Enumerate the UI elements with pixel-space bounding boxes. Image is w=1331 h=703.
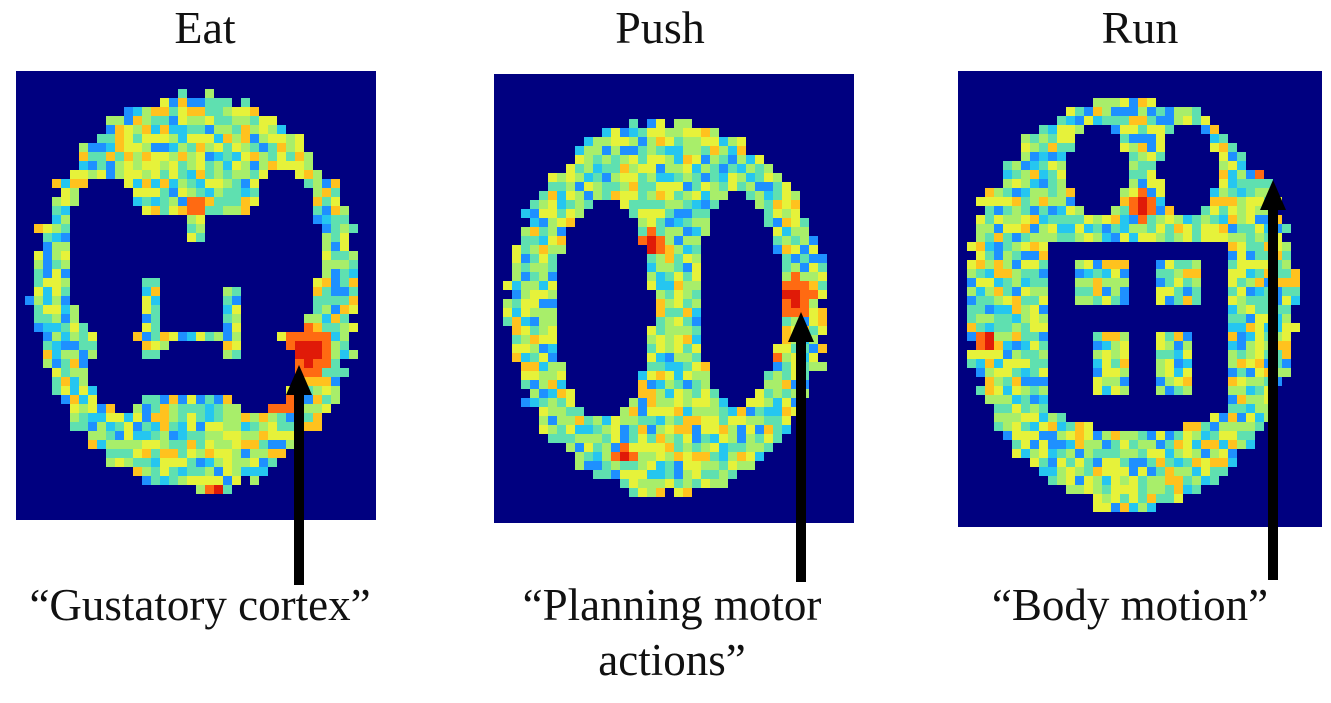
panel-title-run: Run (1101, 2, 1179, 53)
brain-map-push (494, 74, 854, 523)
caption-line: “Gustatory cortex” (29, 580, 371, 630)
brain-slice-run-icon (958, 71, 1322, 527)
arrow-up-icon (286, 365, 312, 585)
brain-slice-eat-icon (16, 71, 376, 520)
brain-map-run (958, 71, 1322, 527)
caption-run: “Body motion” (960, 578, 1300, 633)
caption-push: “Planning motor actions” (462, 578, 882, 688)
panel-title-push: Push (615, 2, 705, 53)
caption-line: actions” (598, 635, 746, 685)
arrow-up-icon (788, 312, 814, 582)
caption-line: “Body motion” (991, 580, 1269, 630)
panel-title-eat: Eat (174, 2, 236, 53)
arrow-up-icon (1260, 180, 1286, 580)
brain-map-eat (16, 71, 376, 520)
caption-line: “Planning motor (522, 580, 822, 630)
caption-eat: “Gustatory cortex” (10, 578, 390, 633)
brain-slice-push-icon (494, 74, 854, 523)
